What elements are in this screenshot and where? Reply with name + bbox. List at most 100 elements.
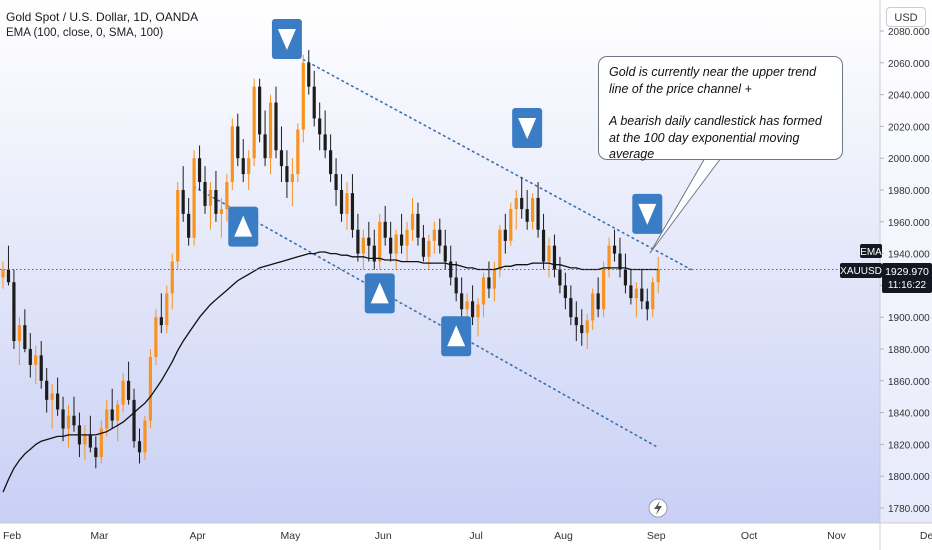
candle-bearish[interactable]: [56, 377, 60, 416]
down-arrow-marker[interactable]: [512, 107, 543, 148]
candle-bearish[interactable]: [372, 229, 376, 270]
candle-bearish[interactable]: [329, 134, 333, 183]
candle-bearish[interactable]: [558, 256, 562, 294]
currency-button[interactable]: USD: [886, 7, 926, 27]
ema-line[interactable]: [2, 251, 659, 493]
candle-bullish[interactable]: [656, 256, 660, 294]
candle-bullish[interactable]: [509, 202, 513, 246]
candle-bearish[interactable]: [126, 361, 131, 405]
candle-bullish[interactable]: [405, 221, 409, 262]
candle-bullish[interactable]: [170, 253, 174, 310]
candle-bearish[interactable]: [416, 202, 420, 246]
candle-bearish[interactable]: [580, 309, 584, 346]
candle-bearish[interactable]: [263, 110, 267, 167]
candle-bullish[interactable]: [105, 399, 109, 437]
candle-bearish[interactable]: [552, 234, 557, 278]
candle-bearish[interactable]: [569, 285, 573, 326]
lightning-icon[interactable]: [648, 498, 668, 518]
candle-bearish[interactable]: [214, 170, 218, 222]
candle-bullish[interactable]: [208, 182, 213, 230]
candle-bearish[interactable]: [629, 269, 633, 305]
candle-bearish[interactable]: [45, 368, 49, 413]
candle-bullish[interactable]: [66, 404, 71, 448]
candle-bearish[interactable]: [279, 126, 284, 183]
candle-bearish[interactable]: [274, 86, 278, 159]
candle-bearish[interactable]: [72, 396, 76, 432]
candle-bullish[interactable]: [148, 349, 153, 429]
down-arrow-marker[interactable]: [632, 193, 663, 234]
candle-bearish[interactable]: [536, 182, 540, 238]
candle-bullish[interactable]: [394, 229, 398, 270]
candle-bearish[interactable]: [312, 70, 316, 127]
candle-bullish[interactable]: [301, 54, 305, 143]
candle-bearish[interactable]: [612, 229, 617, 262]
candle-bearish[interactable]: [181, 166, 185, 222]
candle-bearish[interactable]: [350, 174, 355, 238]
candle-bullish[interactable]: [345, 182, 349, 230]
candle-bullish[interactable]: [432, 221, 436, 254]
candle-bearish[interactable]: [132, 388, 136, 448]
candle-bearish[interactable]: [236, 113, 240, 167]
candle-bearish[interactable]: [356, 213, 360, 262]
candle-bearish[interactable]: [23, 309, 27, 353]
candle-bearish[interactable]: [618, 237, 622, 278]
up-arrow-marker[interactable]: [441, 316, 472, 357]
candle-bearish[interactable]: [258, 78, 262, 143]
candle-bearish[interactable]: [596, 277, 600, 318]
candle-bearish[interactable]: [640, 269, 644, 310]
candle-bullish[interactable]: [296, 123, 300, 183]
candle-bullish[interactable]: [83, 425, 87, 461]
candle-bullish[interactable]: [143, 415, 147, 461]
candle-bearish[interactable]: [39, 341, 43, 389]
candle-bullish[interactable]: [230, 118, 234, 190]
candle-bearish[interactable]: [6, 245, 11, 286]
candle-bullish[interactable]: [547, 237, 551, 278]
candle-bullish[interactable]: [410, 197, 415, 241]
candle-bullish[interactable]: [514, 190, 518, 230]
candle-bullish[interactable]: [176, 182, 180, 270]
indicator-legend[interactable]: EMA (100, close, 0, SMA, 100): [6, 27, 164, 39]
candle-bullish[interactable]: [651, 277, 655, 318]
candle-bearish[interactable]: [503, 213, 507, 254]
candle-bearish[interactable]: [334, 158, 338, 206]
up-arrow-marker[interactable]: [364, 273, 395, 314]
candle-bullish[interactable]: [492, 261, 496, 302]
candle-bearish[interactable]: [541, 213, 546, 270]
candle-bullish[interactable]: [116, 399, 120, 442]
candle-bearish[interactable]: [241, 139, 245, 183]
candle-bearish[interactable]: [525, 190, 529, 230]
up-arrow-marker[interactable]: [228, 206, 259, 247]
candle-bullish[interactable]: [165, 285, 169, 334]
candle-bearish[interactable]: [94, 436, 98, 469]
candle-bullish[interactable]: [361, 229, 365, 270]
candle-bullish[interactable]: [602, 261, 606, 318]
candle-bearish[interactable]: [137, 428, 142, 464]
candle-bearish[interactable]: [623, 253, 628, 294]
candle-bearish[interactable]: [339, 174, 344, 222]
upper-trend-line[interactable]: [302, 58, 692, 271]
candle-bullish[interactable]: [99, 420, 103, 464]
candle-bullish[interactable]: [607, 237, 611, 278]
candle-bullish[interactable]: [481, 272, 486, 318]
candle-bearish[interactable]: [470, 285, 475, 326]
candle-bullish[interactable]: [378, 213, 382, 270]
candle-bearish[interactable]: [318, 102, 322, 151]
candle-bearish[interactable]: [563, 272, 567, 310]
candle-bullish[interactable]: [154, 309, 158, 365]
candle-bullish[interactable]: [498, 224, 502, 278]
candle-bearish[interactable]: [203, 166, 207, 214]
candle-bearish[interactable]: [110, 388, 114, 429]
candle-bullish[interactable]: [531, 193, 535, 230]
candle-bullish[interactable]: [476, 298, 480, 337]
lower-trend-line[interactable]: [193, 186, 660, 449]
candle-bearish[interactable]: [197, 145, 202, 190]
candle-bullish[interactable]: [225, 174, 229, 222]
candle-bearish[interactable]: [285, 150, 289, 198]
candle-bullish[interactable]: [290, 158, 294, 206]
candle-bearish[interactable]: [449, 245, 453, 286]
candle-bullish[interactable]: [121, 372, 125, 413]
symbol-title[interactable]: Gold Spot / U.S. Dollar, 1D, OANDA: [6, 10, 199, 24]
candle-bearish[interactable]: [438, 218, 442, 254]
candle-bearish[interactable]: [574, 301, 578, 342]
candle-bullish[interactable]: [585, 314, 589, 349]
